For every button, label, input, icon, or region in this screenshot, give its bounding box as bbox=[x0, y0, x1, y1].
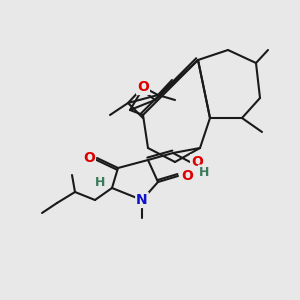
Text: H: H bbox=[199, 166, 209, 178]
Text: O: O bbox=[191, 155, 203, 169]
Text: H: H bbox=[95, 176, 105, 190]
Text: N: N bbox=[136, 193, 148, 207]
Text: O: O bbox=[137, 80, 149, 94]
Text: O: O bbox=[83, 151, 95, 165]
Text: O: O bbox=[181, 169, 193, 183]
